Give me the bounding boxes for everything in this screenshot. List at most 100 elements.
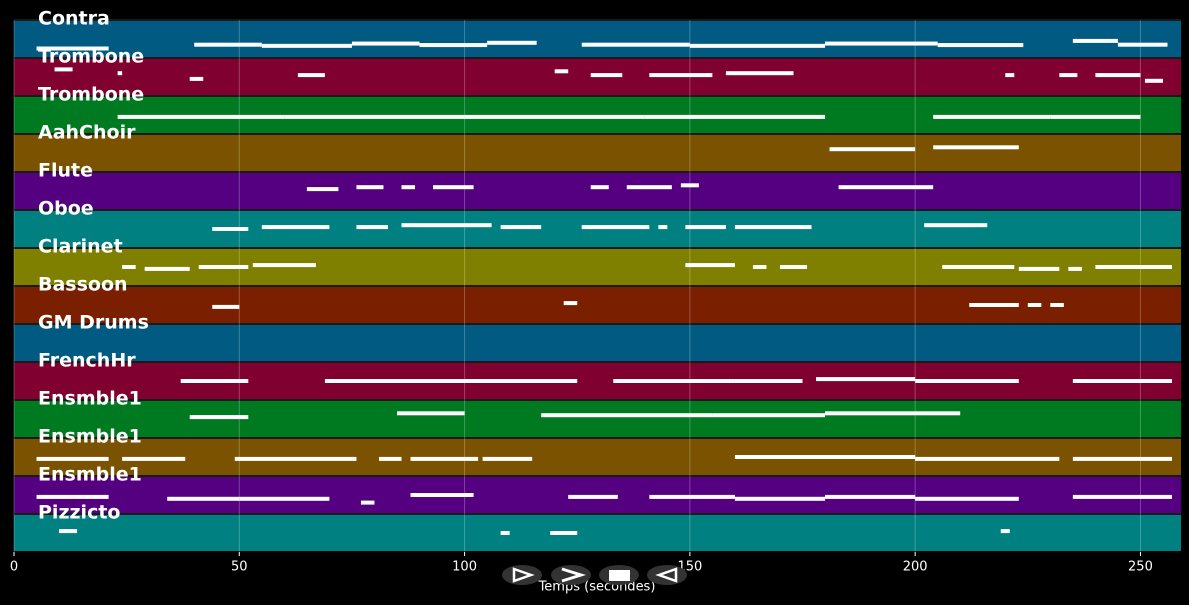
note	[590, 185, 609, 190]
note	[933, 145, 1019, 150]
note	[252, 263, 316, 268]
next-button[interactable]	[551, 565, 591, 585]
note	[306, 187, 339, 192]
note	[1072, 38, 1118, 43]
note	[825, 41, 938, 46]
x-axis: 0 50 100 150 200 250	[10, 552, 1153, 575]
note	[712, 413, 826, 418]
note	[419, 43, 488, 48]
play-button[interactable]	[502, 565, 542, 585]
note	[734, 455, 916, 459]
note	[626, 185, 672, 190]
note	[297, 73, 325, 78]
note	[401, 185, 416, 190]
note	[194, 42, 262, 47]
note	[1117, 42, 1168, 47]
note	[825, 494, 916, 499]
note	[829, 147, 916, 152]
note	[212, 227, 249, 231]
note	[937, 43, 1024, 48]
track-row	[14, 135, 1181, 171]
note	[825, 411, 961, 416]
note	[1095, 265, 1172, 269]
note	[1095, 73, 1141, 78]
track-label: Contra	[38, 8, 110, 30]
note	[838, 185, 934, 190]
note	[689, 43, 826, 48]
note	[649, 494, 735, 499]
note	[969, 303, 1019, 307]
note	[563, 301, 578, 306]
note	[613, 379, 735, 383]
note	[356, 225, 388, 230]
note	[644, 114, 826, 119]
play-icon	[512, 567, 535, 583]
track-label: Ensmble1	[38, 426, 142, 448]
note	[915, 379, 1019, 383]
note	[117, 71, 123, 76]
note	[189, 76, 204, 81]
track-label: Oboe	[38, 198, 94, 220]
note	[685, 263, 735, 268]
note	[1068, 266, 1082, 271]
x-tick-label: 200	[903, 560, 928, 575]
button-bg	[551, 565, 591, 585]
note	[122, 265, 136, 269]
note	[649, 73, 713, 78]
note	[915, 456, 1060, 461]
note	[396, 411, 465, 416]
note	[581, 42, 690, 47]
track-row	[14, 325, 1181, 361]
note	[410, 493, 474, 497]
notes	[36, 38, 1172, 535]
note	[581, 225, 650, 230]
next-icon	[561, 567, 586, 583]
note	[933, 114, 1051, 119]
note	[117, 114, 285, 119]
stop-button[interactable]	[599, 565, 639, 585]
note	[167, 496, 240, 501]
note	[36, 456, 109, 461]
note	[1027, 303, 1042, 307]
note	[1050, 303, 1064, 307]
note	[54, 67, 73, 72]
track-label: Bassoon	[38, 274, 128, 296]
note	[234, 456, 357, 461]
note	[725, 71, 794, 76]
note	[500, 531, 510, 535]
note	[180, 379, 249, 383]
note	[419, 379, 578, 383]
player-controls	[502, 565, 687, 585]
note	[356, 185, 384, 190]
note	[378, 456, 402, 461]
note	[1072, 494, 1172, 499]
note	[198, 265, 249, 269]
note	[734, 379, 803, 383]
note	[1000, 529, 1010, 534]
note	[924, 223, 988, 228]
previous-icon	[655, 567, 678, 583]
previous-button[interactable]	[647, 565, 687, 585]
track-label: Flute	[38, 160, 93, 182]
x-axis-label: Temps (secondes)	[538, 580, 656, 595]
note	[433, 185, 474, 190]
x-tick-label: 100	[452, 560, 477, 575]
track-row	[14, 401, 1181, 437]
note	[324, 379, 420, 383]
track-label: Trombone	[38, 46, 144, 68]
note	[1018, 266, 1060, 271]
note	[482, 456, 533, 461]
note	[680, 183, 699, 188]
track-label: Ensmble1	[38, 388, 142, 410]
track-label: Trombone	[38, 84, 144, 106]
note	[401, 223, 492, 228]
note	[658, 225, 668, 230]
x-tick-label: 50	[231, 560, 248, 575]
note	[410, 456, 479, 461]
note	[261, 225, 330, 230]
note	[541, 413, 713, 418]
note	[734, 496, 826, 501]
x-tick-label: 250	[1128, 560, 1153, 575]
